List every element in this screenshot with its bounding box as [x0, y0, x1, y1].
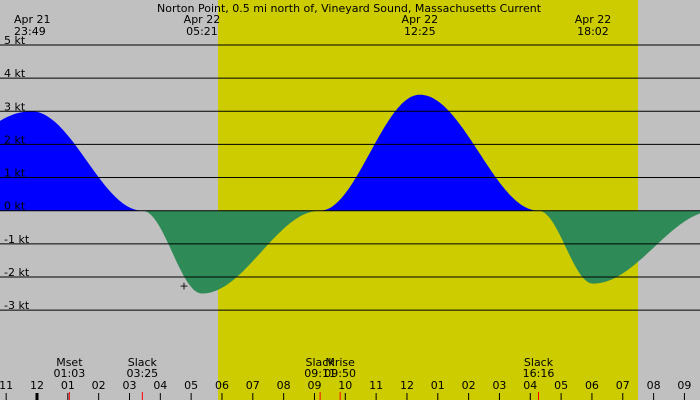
hour-axis: 11 12 01 02 03 04 05 06 07 08 09 10 11 12 01 02 03 04 05 06… — [0, 379, 691, 400]
y-axis-labels: 5 kt 4 kt 3 kt 2 kt 1 kt 0 kt -1 kt -2 kt -3 kt — [4, 34, 30, 312]
ebb-current-area — [539, 210, 700, 284]
event-time: 16:16 — [523, 367, 555, 380]
hour-tick-label: 08 — [647, 379, 661, 392]
hour-tick-label: 02 — [92, 379, 106, 392]
y-tick-label: 2 kt — [4, 133, 26, 146]
event-name: Slack — [306, 356, 336, 369]
hour-tick-label: 11 — [0, 379, 13, 392]
event-time: 09:50 — [324, 367, 356, 380]
hour-tick-label: 10 — [338, 379, 352, 392]
hour-tick-label: 09 — [307, 379, 321, 392]
event-time: 03:25 — [126, 367, 158, 380]
top-date-label: Apr 22 — [184, 13, 221, 26]
ebb-current-area — [143, 210, 321, 294]
hour-tick-label: 12 — [30, 379, 44, 392]
event-name: Slack — [128, 356, 158, 369]
top-time-label: 18:02 — [577, 25, 609, 38]
hour-tick-label: 08 — [277, 379, 291, 392]
top-time-label: 05:21 — [186, 25, 218, 38]
y-tick-label: -1 kt — [4, 233, 30, 246]
y-tick-label: 0 kt — [4, 200, 26, 213]
y-tick-label: 5 kt — [4, 34, 26, 47]
hour-tick-label: 06 — [585, 379, 599, 392]
event-name: Mset — [56, 356, 83, 369]
event-time: 09:11 — [304, 367, 336, 380]
event-time: 01:03 — [54, 367, 86, 380]
hour-tick-label: 03 — [122, 379, 136, 392]
y-tick-label: 4 kt — [4, 67, 26, 80]
top-date-label: Apr 21 — [14, 13, 51, 26]
top-time-label: 12:25 — [404, 25, 436, 38]
hour-tick-label: 12 — [400, 379, 414, 392]
top-date-label: Apr 22 — [575, 13, 612, 26]
hour-tick-label: 01 — [61, 379, 75, 392]
chart-title: Norton Point, 0.5 mi north of, Vineyard … — [157, 2, 542, 15]
hour-tick-label: 09 — [677, 379, 691, 392]
hour-tick-label: 07 — [616, 379, 630, 392]
hour-tick-label: 03 — [492, 379, 506, 392]
speed-gridlines — [0, 44, 700, 311]
y-tick-label: -3 kt — [4, 299, 30, 312]
cursor-marker-glyph: + — [179, 279, 188, 292]
flood-current-area — [0, 111, 144, 211]
hour-tick-label: 02 — [462, 379, 476, 392]
event-labels: Mset01:03Slack03:25Slack09:11Mrise09:50S… — [54, 356, 555, 400]
top-time-label: 23:49 — [14, 25, 46, 38]
y-tick-label: 1 kt — [4, 167, 26, 180]
hour-tick-label: 04 — [523, 379, 537, 392]
y-tick-label: -2 kt — [4, 266, 30, 279]
cursor-marker: + — [179, 279, 188, 292]
event-name: Slack — [524, 356, 554, 369]
hour-tick-label: 04 — [153, 379, 167, 392]
current-area-layer — [0, 94, 700, 294]
hour-tick-label: 01 — [431, 379, 445, 392]
top-date-label: Apr 22 — [402, 13, 439, 26]
event-name: Mrise — [325, 356, 355, 369]
flood-current-area — [320, 94, 540, 211]
hour-tick-label: 05 — [554, 379, 568, 392]
hour-tick-label: 11 — [369, 379, 383, 392]
hour-tick-label: 07 — [246, 379, 260, 392]
hour-tick-label: 06 — [215, 379, 229, 392]
hour-tick-label: 05 — [184, 379, 198, 392]
y-tick-label: 3 kt — [4, 100, 26, 113]
